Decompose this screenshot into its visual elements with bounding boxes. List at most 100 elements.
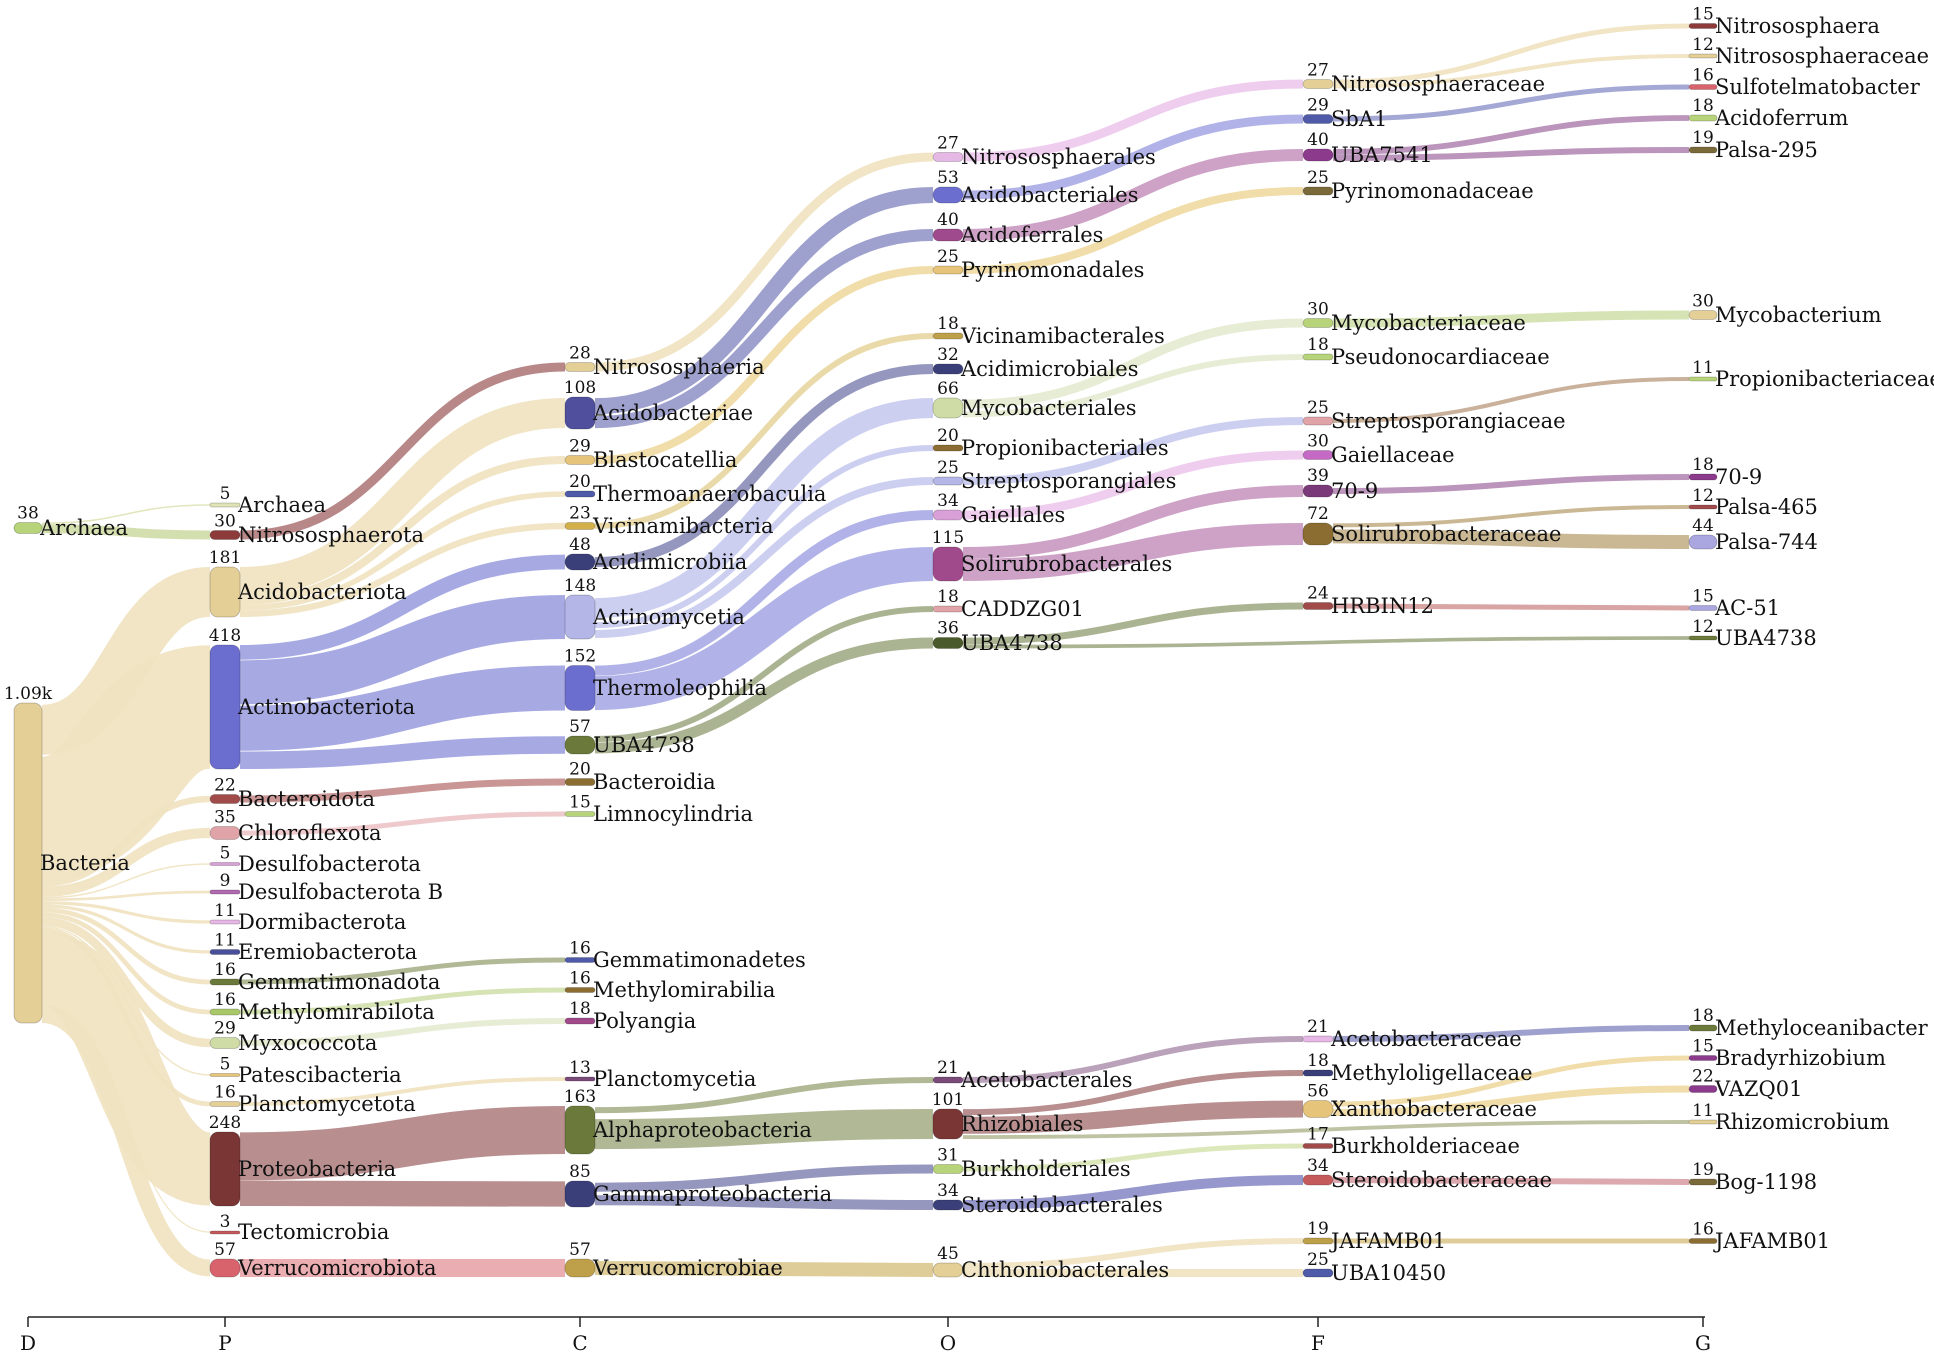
node-g_uba4738[interactable]: 12 UBA4738 <box>1688 617 1817 650</box>
node-o_vicinamibacterales[interactable]: 18 Vicinamibacterales <box>932 314 1165 348</box>
node-p_gemmatimonadota[interactable]: 16 Gemmatimonadota <box>209 960 440 994</box>
node-bar-p_desulfobacterota_b[interactable] <box>209 889 241 895</box>
node-bar-p_proteobacteria[interactable] <box>209 1131 241 1207</box>
node-bar-c_gammaproteobacteria[interactable] <box>564 1180 596 1208</box>
node-bar-p_gemmatimonadota[interactable] <box>209 978 241 986</box>
node-bar-c_alphaproteobacteria[interactable] <box>564 1105 596 1155</box>
node-bar-f_mycobacteriaceae[interactable] <box>1302 318 1334 328</box>
node-d_bacteria[interactable]: 1.09k Bacteria <box>4 684 130 1024</box>
node-bar-f_streptosporangiaceae[interactable] <box>1302 416 1334 426</box>
node-bar-p_eremiobacterota[interactable] <box>209 949 241 955</box>
node-bar-f_uba10450[interactable] <box>1302 1268 1334 1278</box>
node-bar-p_planctomycetota[interactable] <box>209 1101 241 1107</box>
node-bar-g_palsa_744[interactable] <box>1688 534 1718 550</box>
node-bar-o_uba4738[interactable] <box>932 637 964 649</box>
node-bar-f_steroidobacteraceae[interactable] <box>1302 1174 1334 1186</box>
node-p_planctomycetota[interactable]: 16 Planctomycetota <box>209 1083 416 1117</box>
node-c_thermoleophilia[interactable]: 152 Thermoleophilia <box>564 647 767 711</box>
node-bar-p_chloroflexota[interactable] <box>209 826 241 840</box>
node-p_patescibacteria[interactable]: 5 Patescibacteria <box>209 1055 402 1088</box>
node-bar-o_vicinamibacterales[interactable] <box>932 332 964 340</box>
node-bar-f_pyrinomonadaceae[interactable] <box>1302 186 1334 196</box>
node-f_acetobacteraceae[interactable]: 21 Acetobacteraceae <box>1302 1017 1522 1051</box>
node-bar-o_acetobacterales[interactable] <box>932 1076 964 1084</box>
node-c_methylomirabilia[interactable]: 16 Methylomirabilia <box>564 969 775 1003</box>
node-g_bradyrhizobium[interactable]: 15 Bradyrhizobium <box>1688 1037 1886 1071</box>
node-bar-f_solirubrobacteraceae[interactable] <box>1302 522 1334 546</box>
node-bar-f_pseudonocardiaceae[interactable] <box>1302 353 1334 361</box>
node-bar-f_hrbin12[interactable] <box>1302 602 1334 610</box>
node-c_thermoanaerobaculia[interactable]: 20 Thermoanaerobaculia <box>564 472 826 506</box>
node-p_actinobacteriota[interactable]: 418 Actinobacteriota <box>209 626 415 770</box>
node-bar-o_pyrinomonadales[interactable] <box>932 265 964 275</box>
node-p_methylomirabilota[interactable]: 16 Methylomirabilota <box>209 990 435 1024</box>
node-bar-o_burkholderiales[interactable] <box>932 1164 964 1174</box>
node-bar-o_rhizobiales[interactable] <box>932 1108 964 1140</box>
node-bar-p_methylomirabilota[interactable] <box>209 1008 241 1016</box>
node-bar-g_ac_51[interactable] <box>1688 605 1718 611</box>
node-bar-g_nitrososphaera[interactable] <box>1688 23 1718 29</box>
node-p_archaea[interactable]: 5 Archaea <box>209 484 326 517</box>
node-g_ac_51[interactable]: 15 AC-51 <box>1688 587 1780 621</box>
node-o_solirubrobacterales[interactable]: 115 Solirubrobacterales <box>932 528 1172 582</box>
node-bar-g_70_9[interactable] <box>1688 473 1718 481</box>
node-c_alphaproteobacteria[interactable]: 163 Alphaproteobacteria <box>564 1087 812 1155</box>
node-c_gemmatimonadetes[interactable]: 16 Gemmatimonadetes <box>564 939 806 973</box>
node-f_jafamb01[interactable]: 19 JAFAMB01 <box>1302 1219 1446 1253</box>
node-f_methyloligellaceae[interactable]: 18 Methyloligellaceae <box>1302 1051 1533 1085</box>
node-bar-o_nitrososphaerales[interactable] <box>932 152 964 162</box>
node-bar-f_jafamb01[interactable] <box>1302 1237 1334 1245</box>
node-p_eremiobacterota[interactable]: 11 Eremiobacterota <box>209 931 417 965</box>
node-g_sulfotelmatobacter[interactable]: 16 Sulfotelmatobacter <box>1688 66 1921 100</box>
node-c_polyangia[interactable]: 18 Polyangia <box>564 999 696 1033</box>
node-c_limnocylindria[interactable]: 15 Limnocylindria <box>564 793 753 827</box>
node-p_proteobacteria[interactable]: 248 Proteobacteria <box>209 1113 396 1207</box>
node-bar-c_thermoleophilia[interactable] <box>564 665 596 711</box>
node-o_caddzg01[interactable]: 18 CADDZG01 <box>932 587 1084 621</box>
node-g_palsa_295[interactable]: 19 Palsa-295 <box>1688 128 1818 162</box>
node-bar-c_methylomirabilia[interactable] <box>564 987 596 993</box>
node-bar-p_verrucomicrobiota[interactable] <box>209 1258 241 1278</box>
node-bar-f_burkholderiaceae[interactable] <box>1302 1143 1334 1149</box>
node-bar-g_vazq01[interactable] <box>1688 1085 1718 1093</box>
node-c_planctomycetia[interactable]: 13 Planctomycetia <box>564 1058 756 1091</box>
node-bar-d_bacteria[interactable] <box>13 702 43 1024</box>
node-f_pseudonocardiaceae[interactable]: 18 Pseudonocardiaceae <box>1302 335 1550 369</box>
node-bar-f_xanthobacteraceae[interactable] <box>1302 1100 1334 1118</box>
node-bar-g_palsa_295[interactable] <box>1688 146 1718 154</box>
node-p_tectomicrobia[interactable]: 3 Tectomicrobia <box>209 1212 389 1244</box>
node-bar-o_mycobacteriales[interactable] <box>932 397 964 419</box>
node-bar-g_sulfotelmatobacter[interactable] <box>1688 84 1718 90</box>
node-bar-g_uba4738[interactable] <box>1688 635 1718 641</box>
node-bar-c_gemmatimonadetes[interactable] <box>564 957 596 963</box>
node-bar-c_uba4738[interactable] <box>564 735 596 755</box>
